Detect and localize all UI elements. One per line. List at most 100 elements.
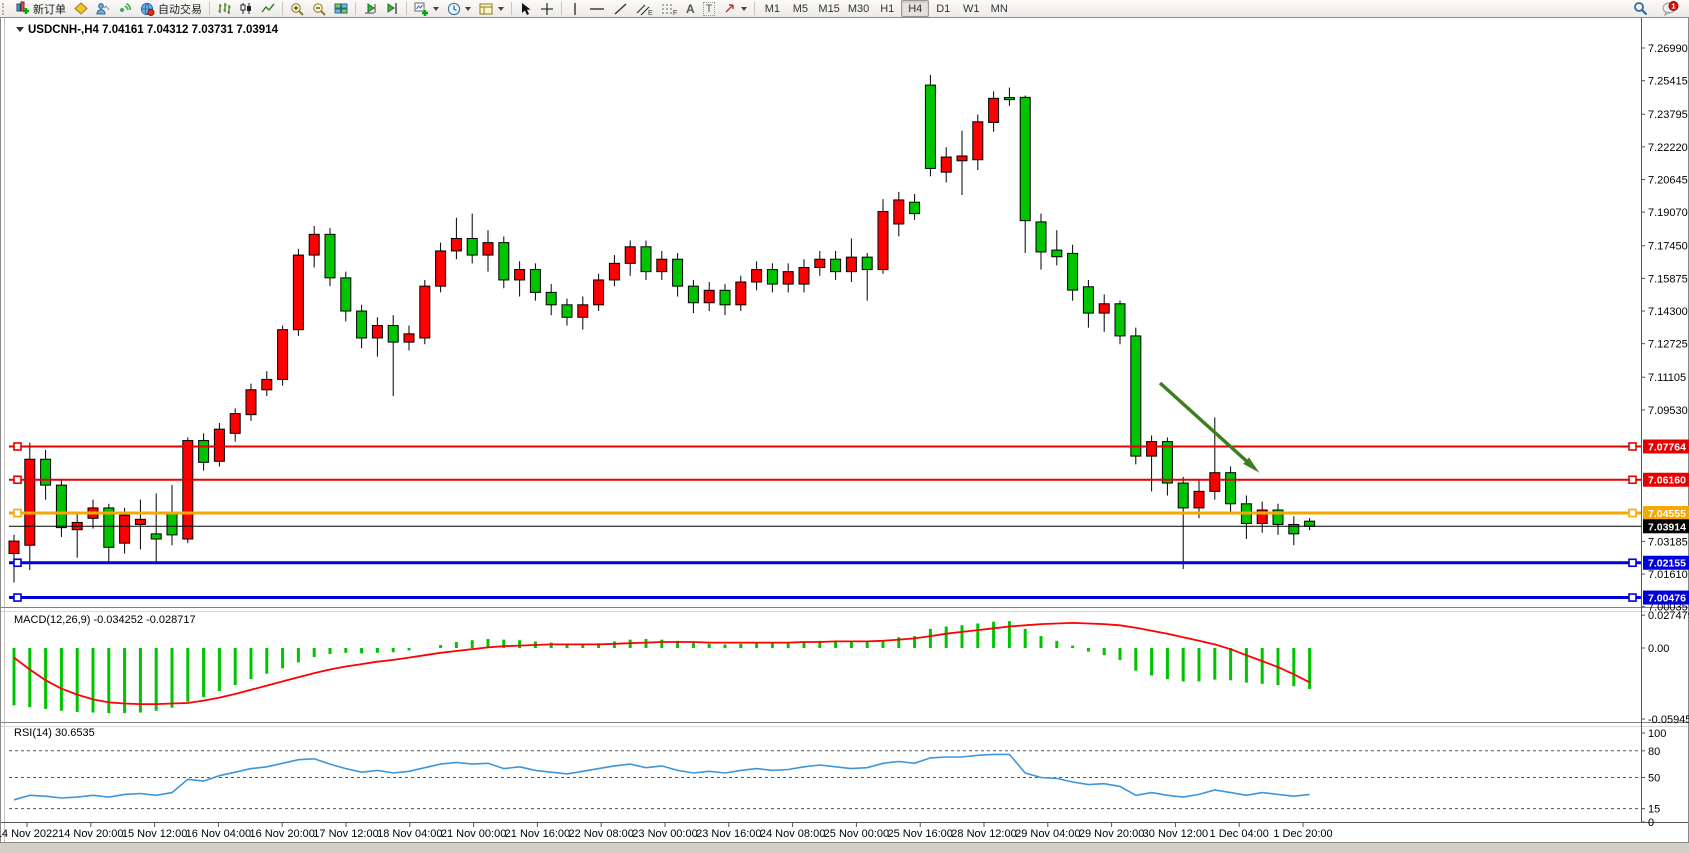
candle-bull [308, 233, 320, 256]
line-handle[interactable] [1628, 508, 1637, 518]
text-tool-icon: A [686, 1, 695, 16]
templates-button[interactable] [475, 0, 508, 17]
new-chart-button[interactable] [410, 0, 443, 17]
chart-shift-button[interactable] [381, 0, 403, 17]
price-badge [1643, 472, 1689, 487]
time-axis-label: 21 Nov 00:00 [441, 828, 506, 840]
toolbar-grip [2, 2, 9, 15]
separator [561, 2, 562, 15]
notifications-button[interactable]: 1 [1658, 0, 1683, 17]
template-icon [479, 3, 493, 14]
price-axis-label: 7.15875 [1648, 273, 1688, 285]
market-watch-button[interactable] [70, 0, 92, 17]
candle-bull [703, 289, 715, 304]
zoom-out-button[interactable] [308, 0, 330, 17]
candle-bull [482, 242, 494, 256]
time-axis-label: 1 Dec 04:00 [1210, 828, 1269, 840]
cursor-button[interactable] [515, 0, 536, 17]
auto-scroll-button[interactable] [359, 0, 381, 17]
autotrading-button[interactable]: 自动交易 [136, 0, 206, 17]
line-handle[interactable] [13, 508, 22, 518]
candle-bull [450, 237, 462, 252]
line-handle[interactable] [13, 593, 22, 602]
bar-chart-icon [218, 3, 231, 14]
timeframe-m1-button[interactable]: M1 [764, 2, 781, 15]
bar-chart-type-button[interactable] [213, 0, 235, 17]
timeframe-m5-button[interactable]: M5 [792, 2, 809, 15]
candle-bull [956, 155, 968, 162]
candlestick-series [8, 74, 1316, 583]
arrows-button[interactable] [719, 0, 751, 17]
accounts-button[interactable] [92, 0, 114, 17]
timeframe-h4-button[interactable]: H4 [901, 0, 930, 17]
chart-canvas[interactable]: 7.26990 7.25415 7.23795 7.22220 7.20645 7.190… [0, 17, 1689, 843]
periods-button[interactable] [443, 0, 475, 17]
candle-bear [1130, 335, 1142, 457]
fibonacci-button[interactable]: F [657, 0, 682, 17]
candle-bear [498, 242, 510, 281]
time-axis-label: 15 Nov 12:00 [122, 828, 187, 840]
candle-bear [672, 258, 684, 287]
search-button[interactable] [1629, 0, 1652, 17]
text-button[interactable]: A [682, 0, 699, 17]
equidistant-channel-button[interactable]: E [632, 0, 657, 17]
candle-bear [1114, 303, 1126, 337]
line-handle[interactable] [1628, 475, 1637, 485]
cursor-arrow-icon [522, 2, 531, 15]
timeframe-d1-button[interactable]: D1 [936, 2, 951, 15]
trendline-button[interactable] [609, 0, 632, 17]
candle-bear [924, 84, 936, 169]
time-axis-label: 29 Nov 20:00 [1079, 828, 1144, 840]
horizontal-line-icon [590, 8, 604, 10]
macd-indicator-label: MACD(12,26,9) -0.034252 -0.028717 [14, 614, 196, 626]
timeframe-w1-button[interactable]: W1 [962, 2, 980, 15]
trend-arrow-annotation[interactable] [1158, 381, 1254, 468]
line-chart-type-button[interactable] [257, 0, 279, 17]
profile-chart-icon [96, 3, 110, 15]
line-handle[interactable] [13, 475, 22, 485]
zoom-in-button[interactable] [286, 0, 308, 17]
candle-bear [529, 269, 541, 293]
timeframe-m30-button[interactable]: M30 [847, 2, 870, 15]
candle-bear [1225, 472, 1237, 505]
vertical-line-button[interactable] [565, 0, 585, 17]
timeframe-m15-button[interactable]: M15 [818, 2, 840, 15]
separator [282, 2, 283, 15]
price-badge-label: 7.06160 [1648, 475, 1686, 487]
price-badge-label: 7.04555 [1648, 508, 1686, 520]
time-axis-label: 30 Nov 12:00 [1143, 828, 1208, 840]
line-handle[interactable] [1628, 558, 1637, 568]
timeframe-mn-button[interactable]: MN [990, 2, 1008, 15]
symbol-dropdown-icon[interactable] [16, 27, 24, 32]
line-handle[interactable] [13, 558, 22, 568]
yellow-badge-icon [74, 2, 88, 15]
tile-windows-button[interactable] [330, 0, 352, 17]
candle-bear [340, 277, 352, 312]
new-order-label: 新订单 [33, 3, 66, 16]
text-label-button[interactable]: T [699, 0, 720, 17]
candle-bull [814, 258, 826, 269]
symbol-ohlc-title: USDCNH-,H4 7.04161 7.04312 7.03731 7.039… [28, 24, 279, 36]
timeframe-h1-button[interactable]: H1 [880, 2, 895, 15]
horizontal-line-button[interactable] [585, 0, 609, 17]
crosshair-button[interactable] [536, 0, 558, 17]
dropdown-arrow-icon [741, 6, 748, 11]
candlestick-type-button[interactable] [235, 0, 257, 17]
signals-button[interactable] [114, 0, 136, 17]
time-axis-label: 22 Nov 08:00 [568, 828, 633, 840]
time-axis-label: 18 Nov 04:00 [377, 828, 442, 840]
rsi-axis-label: 80 [1648, 746, 1660, 758]
price-badge [1643, 519, 1689, 534]
candle-bull [798, 267, 810, 285]
candle-bear [150, 533, 162, 540]
candle-bull [119, 514, 131, 544]
new-chart-icon [414, 2, 428, 16]
candle-bear [1035, 221, 1047, 253]
line-handle[interactable] [1628, 593, 1637, 602]
candle-bull [1098, 303, 1110, 314]
line-handle[interactable] [1628, 442, 1637, 451]
candle-bull [419, 285, 431, 339]
new-order-button[interactable]: 新订单 [11, 0, 70, 17]
price-axis-label: 7.09530 [1648, 405, 1688, 417]
line-handle[interactable] [13, 442, 22, 451]
